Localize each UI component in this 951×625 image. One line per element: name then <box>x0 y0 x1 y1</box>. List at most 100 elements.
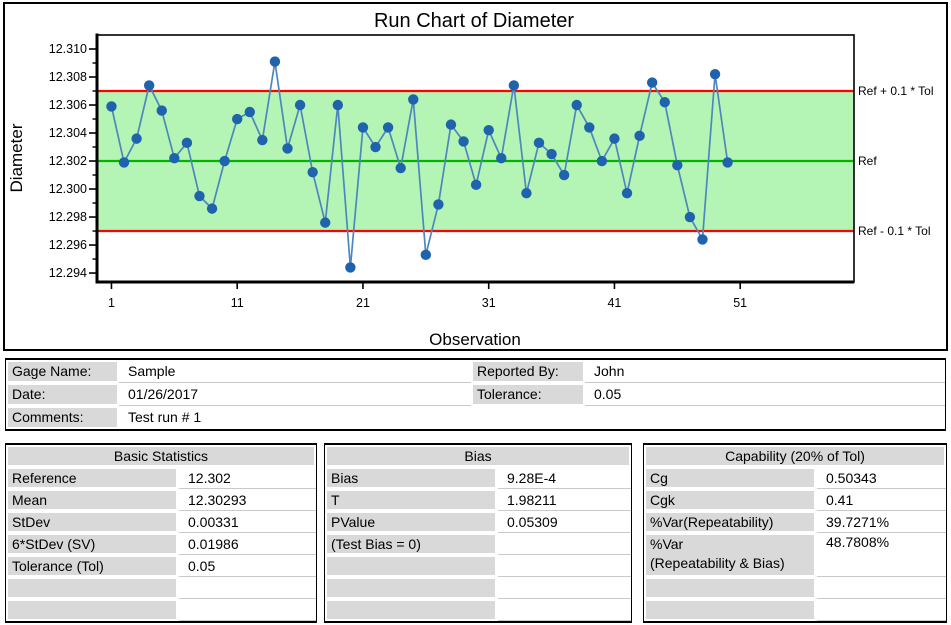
gage-info-row: Date: 01/26/2017 Tolerance: 0.05 <box>6 383 945 406</box>
data-point-marker <box>333 100 343 110</box>
stat-value: 0.41 <box>816 489 946 511</box>
x-tick-label: 51 <box>733 296 747 310</box>
stat-label: StDev <box>6 511 178 533</box>
stat-value <box>178 599 316 621</box>
data-point-marker <box>358 122 368 132</box>
data-point-marker <box>157 105 167 115</box>
data-point-marker <box>345 262 355 272</box>
stats-row: Cg0.50343 <box>644 467 946 489</box>
data-point-marker <box>534 138 544 148</box>
y-tick-label: 12.294 <box>49 266 87 280</box>
stat-label <box>6 599 178 621</box>
data-point-marker <box>408 94 418 104</box>
stat-label: Bias <box>325 467 497 489</box>
data-point-marker <box>257 135 267 145</box>
stat-value <box>497 555 631 577</box>
stat-label: Reference <box>6 467 178 489</box>
stat-value <box>497 533 631 555</box>
data-point-marker <box>584 122 594 132</box>
stat-label <box>325 599 497 621</box>
data-point-marker <box>722 157 732 167</box>
data-point-marker <box>622 188 632 198</box>
stat-value <box>816 599 946 621</box>
comments-label: Comments: <box>6 406 119 429</box>
y-tick-label: 12.302 <box>49 154 87 168</box>
stat-value: 0.00331 <box>178 511 316 533</box>
run-chart-canvas: Run Chart of Diameter Ref + 0.1 * TolRef… <box>3 2 948 351</box>
stats-row <box>325 577 631 599</box>
data-point-marker <box>383 122 393 132</box>
stat-label: 6*StDev (SV) <box>6 533 178 555</box>
stat-value <box>816 577 946 599</box>
x-tick-label: 21 <box>356 296 370 310</box>
stat-label: Cg <box>644 467 816 489</box>
reported-by-value: John <box>585 360 945 383</box>
stat-value: 0.50343 <box>816 467 946 489</box>
stat-label: T <box>325 489 497 511</box>
data-point-marker <box>421 250 431 260</box>
date-value: 01/26/2017 <box>119 383 471 406</box>
data-point-marker <box>446 119 456 129</box>
stats-table-title: Capability (20% of Tol) <box>644 445 946 467</box>
stat-value: 0.05 <box>178 555 316 577</box>
data-point-marker <box>169 153 179 163</box>
date-label: Date: <box>6 383 119 406</box>
data-point-marker <box>270 56 280 66</box>
stat-value: 48.7808% <box>816 533 946 577</box>
data-point-marker <box>521 188 531 198</box>
data-point-marker <box>685 212 695 222</box>
data-point-marker <box>660 97 670 107</box>
stats-table-title: Bias <box>325 445 631 467</box>
data-point-marker <box>559 170 569 180</box>
reference-line-label: Ref <box>858 154 877 168</box>
data-point-marker <box>471 180 481 190</box>
stat-label: %Var(Repeatability & Bias) <box>644 533 816 577</box>
stat-label <box>6 577 178 599</box>
data-point-marker <box>207 203 217 213</box>
stat-value: 9.28E-4 <box>497 467 631 489</box>
data-point-marker <box>144 80 154 90</box>
data-point-marker <box>672 160 682 170</box>
data-point-marker <box>572 100 582 110</box>
stat-value: 39.7271% <box>816 511 946 533</box>
stat-value: 0.05309 <box>497 511 631 533</box>
data-point-marker <box>320 217 330 227</box>
stats-row <box>644 599 946 621</box>
data-point-marker <box>245 107 255 117</box>
stats-row: Bias9.28E-4 <box>325 467 631 489</box>
stats-header-row: Capability (20% of Tol) <box>644 445 946 467</box>
gage-info-table: Gage Name: Sample Reported By: John Date… <box>5 358 946 431</box>
data-point-marker <box>395 163 405 173</box>
x-tick-label: 41 <box>607 296 621 310</box>
stats-row: %Var(Repeatability & Bias)48.7808% <box>644 533 946 577</box>
y-tick-label: 12.308 <box>49 70 87 84</box>
stats-row <box>644 577 946 599</box>
stats-header-row: Basic Statistics <box>6 445 316 467</box>
stat-value <box>497 577 631 599</box>
reference-line-label: Ref - 0.1 * Tol <box>858 224 930 238</box>
reported-by-label: Reported By: <box>471 360 585 383</box>
stat-label <box>644 599 816 621</box>
tolerance-value: 0.05 <box>585 383 945 406</box>
data-point-marker <box>182 138 192 148</box>
stats-row <box>325 555 631 577</box>
stats-row: StDev0.00331 <box>6 511 316 533</box>
stat-label: Tolerance (Tol) <box>6 555 178 577</box>
stat-value <box>178 577 316 599</box>
x-tick-label: 1 <box>108 296 115 310</box>
x-tick-label: 11 <box>231 296 244 310</box>
stats-header-row: Bias <box>325 445 631 467</box>
data-point-marker <box>647 77 657 87</box>
stat-label <box>325 577 497 599</box>
chart-title: Run Chart of Diameter <box>374 10 574 32</box>
stats-row <box>325 599 631 621</box>
data-point-marker <box>232 114 242 124</box>
gage-info-row: Gage Name: Sample Reported By: John <box>6 360 945 383</box>
stat-label: %Var(Repeatability) <box>644 511 816 533</box>
data-point-marker <box>697 234 707 244</box>
gage-info-row: Comments: Test run # 1 <box>6 406 945 429</box>
data-point-marker <box>106 101 116 111</box>
y-tick-label: 12.304 <box>49 126 87 140</box>
stat-value: 0.01986 <box>178 533 316 555</box>
stats-row <box>6 599 316 621</box>
